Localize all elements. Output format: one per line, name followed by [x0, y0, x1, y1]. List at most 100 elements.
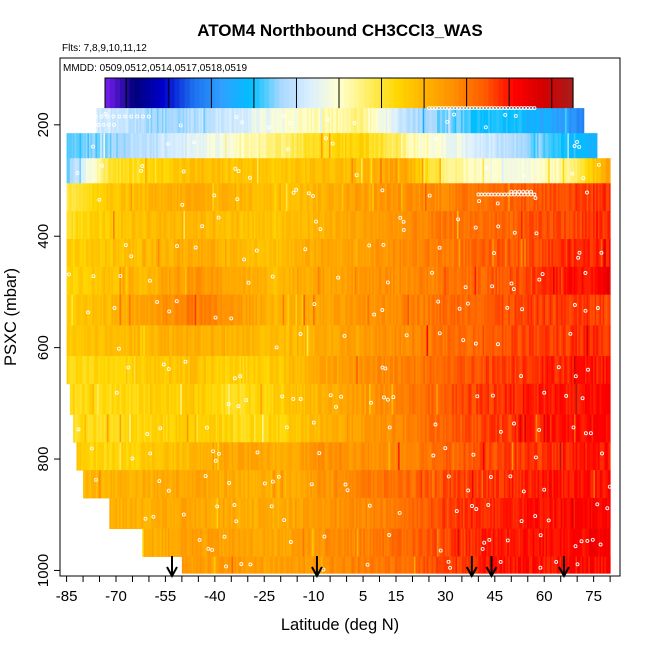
heatmap-cell	[392, 355, 396, 385]
heatmap-cell	[583, 211, 586, 240]
heatmap-cell	[600, 355, 604, 385]
heatmap-cell	[480, 108, 483, 134]
heatmap-cell	[164, 470, 167, 499]
heatmap-cell	[442, 266, 445, 296]
heatmap-cell	[154, 325, 157, 357]
heatmap-cell	[466, 183, 469, 212]
heatmap-cell	[178, 355, 181, 385]
heatmap-cell	[375, 158, 378, 184]
heatmap-cell	[122, 294, 125, 326]
heatmap-cell	[120, 183, 124, 212]
heatmap-cell	[345, 442, 348, 471]
heatmap-cell	[375, 133, 378, 159]
heatmap-cell	[180, 211, 183, 240]
heatmap-cell	[565, 183, 568, 212]
heatmap-cell	[319, 294, 322, 326]
colorbar-segment	[363, 78, 370, 118]
heatmap-cell	[120, 133, 124, 159]
heatmap-cell	[106, 183, 109, 212]
heatmap-cell	[231, 133, 234, 159]
heatmap-cell	[367, 211, 370, 240]
heatmap-cell	[432, 294, 436, 326]
heatmap-cell	[128, 108, 131, 134]
heatmap-cell	[599, 442, 602, 471]
heatmap-cell	[364, 325, 367, 357]
heatmap-cell	[232, 266, 236, 296]
heatmap-cell	[151, 183, 154, 212]
heatmap-cell	[204, 133, 207, 159]
heatmap-cell	[314, 239, 317, 268]
heatmap-cell	[141, 355, 144, 385]
heatmap-cell	[215, 498, 218, 530]
heatmap-cell	[576, 158, 580, 184]
heatmap-cell	[144, 355, 148, 385]
heatmap-cell	[207, 383, 210, 415]
heatmap-cell	[77, 266, 80, 296]
heatmap-cell	[79, 355, 82, 385]
heatmap-cell	[527, 470, 530, 499]
heatmap-cell	[528, 325, 532, 357]
heatmap-cell	[85, 414, 89, 443]
heatmap-cell	[485, 414, 489, 443]
heatmap-cell	[164, 414, 167, 443]
heatmap-cell	[549, 383, 552, 415]
heatmap-cell	[325, 266, 328, 296]
heatmap-cell	[517, 414, 521, 443]
heatmap-cell	[340, 239, 343, 268]
heatmap-cell	[408, 239, 412, 268]
heatmap-cell	[66, 294, 69, 326]
heatmap-cell	[261, 266, 264, 296]
heatmap-cell	[396, 158, 399, 184]
heatmap-cell	[252, 183, 255, 212]
heatmap-cell	[561, 470, 564, 499]
heatmap-cell	[433, 108, 436, 134]
heatmap-cell	[405, 158, 408, 184]
heatmap-cell	[143, 325, 146, 357]
heatmap-cell	[77, 133, 80, 159]
heatmap-cell	[213, 355, 216, 385]
heatmap-cell	[255, 498, 258, 530]
heatmap-cell	[495, 325, 498, 357]
heatmap-cell	[298, 266, 301, 296]
heatmap-cell	[519, 211, 522, 240]
heatmap-cell	[557, 211, 560, 240]
heatmap-cell	[442, 383, 445, 415]
heatmap-cell	[168, 133, 172, 159]
heatmap-cell	[501, 211, 504, 240]
heatmap-cell	[543, 183, 546, 212]
heatmap-cell	[576, 355, 580, 385]
heatmap-cell	[503, 355, 506, 385]
heatmap-cell	[511, 211, 514, 240]
heatmap-cell	[109, 158, 112, 184]
heatmap-cell	[346, 183, 349, 212]
heatmap-cell	[181, 158, 184, 184]
heatmap-cell	[572, 383, 575, 415]
heatmap-cell	[279, 325, 282, 357]
heatmap-cell	[215, 211, 218, 240]
heatmap-cell	[399, 239, 402, 268]
heatmap-cell	[277, 325, 280, 357]
heatmap-cell	[130, 498, 133, 530]
heatmap-cell	[229, 414, 233, 443]
heatmap-cell	[287, 133, 290, 159]
heatmap-cell	[173, 325, 176, 357]
heatmap-cell	[480, 158, 484, 184]
heatmap-cell	[409, 414, 412, 443]
heatmap-cell	[68, 158, 71, 184]
heatmap-cell	[178, 294, 181, 326]
heatmap-cell	[180, 294, 183, 326]
heatmap-cell	[522, 325, 525, 357]
heatmap-cell	[367, 383, 370, 415]
heatmap-cell	[281, 108, 284, 134]
heatmap-cell	[181, 383, 184, 415]
heatmap-cell	[367, 266, 370, 296]
heatmap-cell	[476, 470, 479, 499]
heatmap-cell	[604, 158, 607, 184]
heatmap-cell	[89, 414, 92, 443]
heatmap-cell	[544, 211, 548, 240]
heatmap-cell	[530, 266, 533, 296]
heatmap-cell	[431, 355, 434, 385]
heatmap-cell	[152, 325, 156, 357]
heatmap-cell	[330, 158, 333, 184]
heatmap-cell	[380, 470, 383, 499]
